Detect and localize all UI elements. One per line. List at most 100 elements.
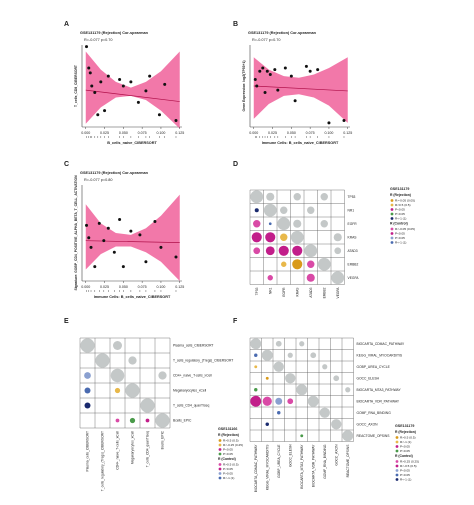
panel-e-row-label: Plasma_cells_CIBERSORT <box>173 344 213 348</box>
panel-b-point <box>255 84 259 88</box>
panel-b-point <box>342 118 346 122</box>
panel-f-col-label: BIOCARTA_VDR_PATHWAY <box>311 444 315 487</box>
panel-d-legend-item: P<0.05 <box>395 232 405 236</box>
panel-f-legend-swatch <box>395 445 399 448</box>
panel-a-x-tick-label: 0.075 <box>138 131 147 135</box>
panel-d-legend-swatch <box>390 199 394 202</box>
panel-d-legend-swatch <box>390 212 394 216</box>
panel-d-col-label: TP53 <box>255 287 259 295</box>
panel-e-col-label: Plasma_cells_CIBERSORT <box>86 431 90 471</box>
panel-d-color-circle <box>254 208 259 213</box>
panel-a-point <box>174 118 178 122</box>
panel-d-legend-item: R<-0.05 (0.05) <box>395 227 415 231</box>
panel-d-row-label: EGFR <box>348 222 358 226</box>
panel-e-grey-circle <box>95 353 110 368</box>
panel-c-x-label: Immune Cells: B_cells_naive_CIBERSORT <box>94 295 171 299</box>
panel-a-point <box>93 91 97 95</box>
panel-e-color-circle <box>115 418 120 423</box>
panel-d-col-label: KRAS <box>295 287 299 297</box>
panel-d-grey-circle <box>320 220 328 228</box>
panel-c-point <box>174 255 178 259</box>
panel-f-legend-item: R>0.5 (0.5) <box>400 436 416 440</box>
panel-c-y-label: Signature: GOBP_CD4_POSITIVE_ALPHA_BETA_… <box>74 175 78 291</box>
panel-d-legend-item: R>-0.05 (0.05) <box>395 199 415 203</box>
panel-b-point <box>253 77 257 81</box>
panel-b-point <box>263 91 267 95</box>
panel-c-point <box>106 226 110 230</box>
panel-f-color-circle <box>250 395 262 407</box>
panel-d-color-circle <box>281 261 287 267</box>
panel-e-legend-item: P<0.05 <box>223 448 233 452</box>
panel-e-grey-circle <box>155 413 170 428</box>
panel-e-col-label: Megakaryocytes_xCell <box>131 431 135 464</box>
panel-f-legend-swatch <box>395 440 399 444</box>
panel-f-row-label: GOCC_AXON <box>357 422 379 426</box>
panel-e-color-circle <box>84 372 91 379</box>
panel-d-legend-item: R<-1 (1) <box>395 241 406 245</box>
panel-f-col-label: BIOCARTA_CDMAC_PATHWAY <box>254 444 258 493</box>
panel-e-row-label: CD4+_naive_T-cells_xCell <box>173 374 212 378</box>
panel-f-grey-circle <box>275 340 282 347</box>
panel-d-legend-item: P<0.05 <box>395 208 405 212</box>
panel-d-grey-circle <box>293 193 301 201</box>
panel-a-point <box>90 84 94 88</box>
panel-e-legend-item: R>0.5 (0.5) <box>223 463 239 467</box>
panel-e-grey-circle <box>110 368 125 383</box>
panel-d-legend-item: P>0.05 <box>395 212 405 216</box>
panel-d-color-circle <box>306 273 315 282</box>
panel-d-row-label: TP53 <box>348 195 356 199</box>
panel-c-point <box>89 245 93 249</box>
panel-e-legend-group1: R (Rejection) <box>218 433 239 437</box>
panel-e-legend-group2: R (Control) <box>218 457 236 461</box>
panel-d-grey-circle <box>277 217 291 231</box>
panel-f-color-circle <box>265 376 269 380</box>
panel-e-legend-swatch <box>218 448 222 451</box>
panel-b-x-tick-label: 0.075 <box>306 131 315 135</box>
panel-f-grey-circle <box>319 407 330 418</box>
panel-letter-f: F <box>233 318 238 325</box>
panel-f-col-label: REACTOME_OPSINS <box>346 444 350 478</box>
panel-d-heatmap <box>249 189 345 285</box>
panel-d-row-label: KRAS <box>348 235 358 239</box>
panel-f-grey-circle <box>345 387 351 393</box>
panel-d-color-circle <box>278 245 289 256</box>
panel-e-grey-circle <box>80 338 95 353</box>
panel-f-grey-circle <box>299 341 305 347</box>
panel-b-point <box>308 69 312 73</box>
panel-a-stat: R=-0.077 p=0.70 <box>84 38 113 42</box>
panel-f-color-circle <box>254 388 258 392</box>
panel-a-point <box>96 113 100 117</box>
panel-f-row-label: BIOCARTA_CDMAC_PATHWAY <box>357 342 406 346</box>
panel-b-point <box>276 88 280 92</box>
panel-c-point <box>121 265 125 269</box>
panel-b-point <box>289 74 293 78</box>
panel-d-legend-swatch <box>390 232 394 235</box>
panel-d-col-label: EGFR <box>282 287 286 297</box>
panel-e-row-label: T_cells_CD4_quanTIseq <box>173 404 209 408</box>
panel-d-legend-swatch <box>390 241 394 244</box>
panel-d-color-circle <box>265 232 276 243</box>
panel-d-grey-circle <box>307 206 315 214</box>
panel-b-point <box>261 66 265 70</box>
panel-d-row-label: ATAD3 <box>348 249 358 253</box>
panel-c-x-tick-label: 0.025 <box>100 285 109 289</box>
panel-d-grey-circle <box>263 203 277 217</box>
panel-a-point <box>106 74 110 78</box>
panel-b-fit-line <box>253 85 348 92</box>
panel-f-row-label: GOCC_ELESH <box>357 376 380 380</box>
panel-f-color-circle <box>265 422 269 426</box>
panel-c-confidence-band <box>85 194 180 281</box>
panel-a-point <box>99 80 103 84</box>
panel-d-color-circle <box>292 259 303 270</box>
panel-f-row-label: BIOCARTA_VDR_PATHWAY <box>357 399 400 403</box>
panel-b-x-tick-label: 0.100 <box>324 131 333 135</box>
panel-c-point <box>85 223 89 227</box>
panel-d-legend-title: GSE131179 <box>390 187 409 191</box>
panel-c-point <box>129 229 133 233</box>
panel-d-col-label: VEGFA <box>336 287 340 299</box>
panel-f-grey-circle <box>342 430 354 442</box>
panel-e-heatmap <box>79 337 171 429</box>
panel-f-legend-item: R<-1 (1) <box>400 478 411 482</box>
panel-b-point <box>273 68 277 72</box>
panel-f-row-label: BIOCARTA_MTA3_PATHWAY <box>357 388 402 392</box>
